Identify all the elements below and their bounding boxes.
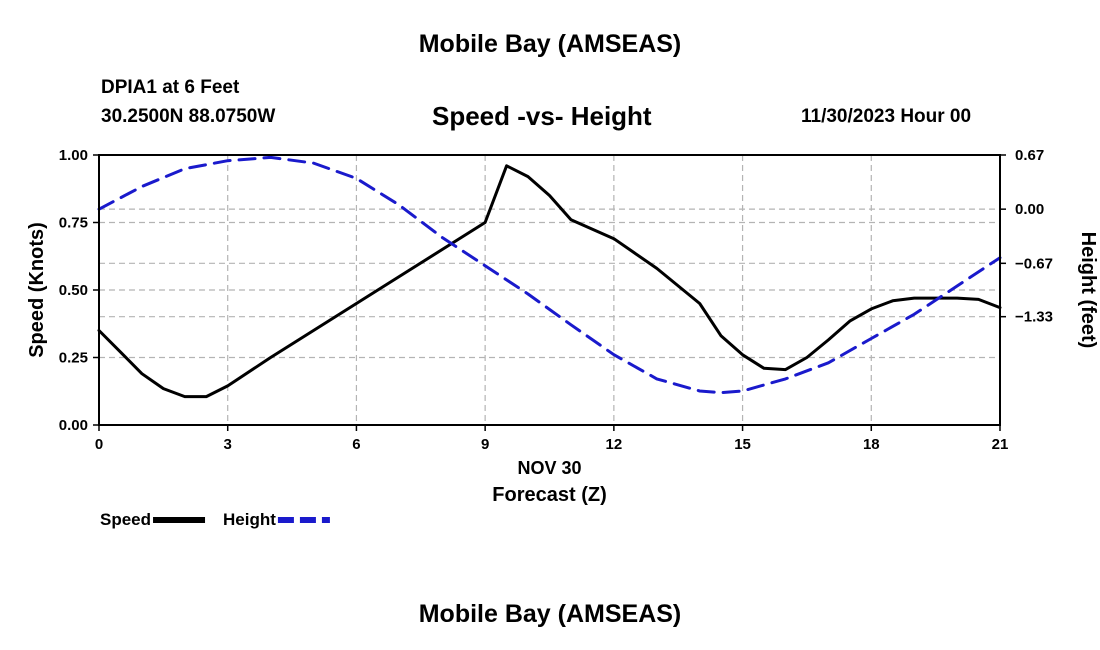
x-tick-label: 18: [863, 436, 880, 453]
y-tick-label: 1.00: [59, 147, 88, 164]
speed-line: [97, 164, 1002, 399]
y-axis-title: Speed (Knots): [26, 222, 48, 358]
x-tick-label: 9: [481, 436, 489, 453]
height-line: [97, 155, 1002, 395]
station-label: DPIA1 at 6 Feet: [101, 77, 240, 98]
series-lines: [97, 155, 1002, 399]
legend-label-height: Height: [223, 510, 276, 529]
y-tick-label: 0.00: [59, 417, 88, 434]
axes: 0 3 6 9 12 15 18 21 0.00 0.25 0.50 0.75 1.00 0.67 0.00…: [59, 147, 1053, 453]
y2-tick-label: −0.67: [1015, 255, 1053, 272]
legend-label-speed: Speed: [100, 510, 151, 529]
y2-tick-label: −1.33: [1015, 309, 1053, 326]
forecast-datetime: 11/30/2023 Hour 00: [801, 106, 972, 127]
y2-axis-title: Height (feet): [1077, 232, 1099, 349]
y-tick-label: 0.25: [59, 350, 88, 367]
y2-tick-label: 0.67: [1015, 147, 1044, 164]
page-title: Mobile Bay (AMSEAS): [418, 30, 682, 58]
x-tick-label: 6: [352, 436, 360, 453]
y-tick-label: 0.50: [59, 282, 88, 299]
x-tick-label: 15: [734, 436, 751, 453]
x-tick-label: 0: [95, 436, 103, 453]
station-coordinates: 30.2500N 88.0750W: [101, 106, 276, 127]
x-tick-label: 3: [224, 436, 232, 453]
x-tick-label: 21: [992, 436, 1009, 453]
x-axis-date-label: NOV 30: [517, 458, 581, 478]
chart-title: Speed -vs- Height: [432, 101, 652, 131]
x-tick-label: 12: [606, 436, 623, 453]
footer-title: Mobile Bay (AMSEAS): [418, 600, 682, 628]
x-axis-title: Forecast (Z): [492, 484, 606, 506]
y2-tick-label: 0.00: [1015, 201, 1044, 218]
y-tick-label: 0.75: [59, 215, 88, 232]
legend: Speed Height: [100, 510, 330, 529]
